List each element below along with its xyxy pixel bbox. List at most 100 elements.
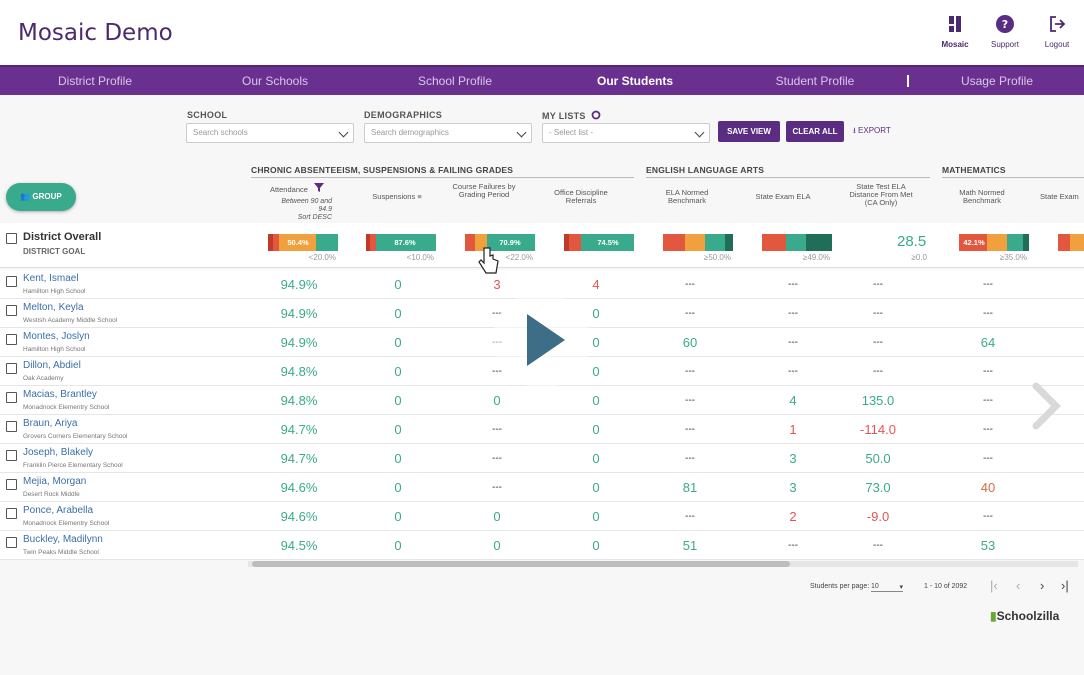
save-view-button[interactable]: SAVE VIEW	[718, 121, 780, 142]
tab-our-students[interactable]: Our Students	[596, 74, 673, 88]
filter-icon[interactable]: ≡	[417, 192, 422, 201]
col-office-referrals[interactable]: Office Discipline Referrals	[554, 188, 608, 205]
schoolzilla-logo: ▮Schoolzilla	[990, 609, 1060, 623]
row-checkbox[interactable]	[6, 276, 17, 287]
table-cell: 94.5%	[280, 538, 318, 553]
table-cell: 60	[682, 335, 698, 350]
row-checkbox[interactable]	[6, 537, 17, 548]
table-cell: 0	[394, 509, 402, 524]
group-button[interactable]: 👥 GROUP	[6, 183, 76, 211]
col-attendance[interactable]: Attendance Between 90 and 94.9 Sort DESC	[262, 183, 332, 222]
tab-our-schools[interactable]: Our Schools	[241, 74, 309, 88]
row-checkbox[interactable]	[6, 334, 17, 345]
student-name-link[interactable]: Buckley, Madilynn	[23, 534, 103, 545]
chevron-down-icon	[338, 127, 349, 138]
video-play-button[interactable]	[492, 292, 590, 388]
table-cell: 0	[592, 480, 600, 495]
clear-all-button[interactable]: CLEAR ALL	[786, 121, 844, 142]
col-course-failures[interactable]: Course Failures by Grading Period	[452, 182, 516, 199]
main-nav: District Profile Our Schools School Prof…	[0, 65, 1084, 95]
gear-icon[interactable]	[591, 110, 601, 120]
col-suspensions[interactable]: Suspensions ≡	[372, 192, 422, 201]
table-cell: 135.0	[861, 393, 895, 408]
row-checkbox[interactable]	[6, 421, 17, 432]
district-overall-row	[0, 223, 1084, 268]
row-checkbox[interactable]	[6, 450, 17, 461]
student-school: Monadnock Elementry School	[23, 520, 110, 527]
school-select[interactable]: Search schools	[186, 123, 354, 143]
table-cell: 94.8%	[280, 364, 318, 379]
demographics-label: DEMOGRAPHICS	[364, 110, 443, 120]
student-name-link[interactable]: Dillon, Abdiel	[23, 360, 81, 371]
export-button[interactable]: ⭳ EXPORT	[853, 125, 891, 139]
users-icon: 👥	[20, 192, 31, 201]
tab-usage-profile[interactable]: Usage Profile	[960, 74, 1034, 88]
table-cell: ---	[873, 279, 883, 290]
support-button[interactable]: ? Support	[980, 14, 1030, 49]
row-checkbox[interactable]	[6, 392, 17, 403]
next-page-icon[interactable]: ›	[1040, 578, 1045, 593]
tab-school-profile[interactable]: School Profile	[417, 74, 493, 88]
student-name-link[interactable]: Macias, Brantley	[23, 389, 97, 400]
demographics-placeholder: Search demographics	[371, 128, 449, 137]
select-overall-checkbox[interactable]	[6, 233, 17, 244]
student-name-link[interactable]: Melton, Keyla	[23, 302, 84, 313]
col-math-normed[interactable]: Math Normed Benchmark	[959, 188, 1005, 205]
table-cell: 3	[493, 277, 501, 292]
tab-district-profile[interactable]: District Profile	[57, 74, 132, 88]
per-page-select[interactable]: 10 ▾	[871, 583, 903, 592]
row-checkbox[interactable]	[6, 305, 17, 316]
student-name-link[interactable]: Braun, Ariya	[23, 418, 78, 429]
row-checkbox[interactable]	[6, 479, 17, 490]
table-cell: 94.6%	[280, 509, 318, 524]
scrollbar-thumb[interactable]	[252, 561, 790, 567]
mosaic-button[interactable]: Mosaic	[930, 14, 980, 49]
overall-subtitle: DISTRICT GOAL	[23, 247, 86, 256]
student-name-link[interactable]: Montes, Joslyn	[23, 331, 90, 342]
table-cell: 0	[592, 393, 600, 408]
table-row	[0, 444, 1084, 473]
my-lists-select[interactable]: - Select list -	[542, 123, 710, 143]
table-cell: ---	[983, 279, 993, 290]
col-state-test-distance[interactable]: State Test ELA Distance From Met (CA Onl…	[849, 182, 913, 207]
table-cell: 1	[789, 422, 797, 437]
student-name-link[interactable]: Ponce, Arabella	[23, 505, 94, 516]
table-cell: 0	[592, 306, 600, 321]
app-header: Mosaic Demo Mosaic ? Support Logout	[0, 0, 1084, 65]
first-page-icon[interactable]: |‹	[990, 578, 998, 593]
goal-state-exam-ela: ≥49.0%	[802, 253, 830, 262]
chevron-down-icon	[516, 127, 527, 138]
filter-active-icon[interactable]	[314, 183, 325, 192]
table-row	[0, 531, 1084, 560]
my-lists-label: MY LISTS	[542, 110, 601, 121]
row-checkbox[interactable]	[6, 508, 17, 519]
section-divider	[942, 177, 1084, 178]
table-cell: 94.6%	[280, 480, 318, 495]
table-row	[0, 386, 1084, 415]
col-state-exam-math[interactable]: State Exam	[1040, 192, 1079, 201]
col-ela-normed[interactable]: ELA Normed Benchmark	[665, 188, 709, 205]
table-cell: 81	[682, 480, 698, 495]
table-cell: 0	[394, 451, 402, 466]
logout-button[interactable]: Logout	[1032, 14, 1082, 49]
last-page-icon[interactable]: ›|	[1061, 578, 1069, 593]
play-icon	[527, 314, 565, 366]
table-cell: ---	[685, 308, 695, 319]
student-school: Oak Academy	[23, 375, 64, 382]
student-name-link[interactable]: Mejia, Morgan	[23, 476, 87, 487]
row-checkbox[interactable]	[6, 363, 17, 374]
export-label: EXPORT	[858, 126, 891, 135]
table-cell: ---	[685, 279, 695, 290]
col-state-exam-ela[interactable]: State Exam ELA	[755, 192, 811, 201]
office-referrals-bar	[564, 234, 634, 251]
student-name-link[interactable]: Kent, Ismael	[23, 273, 79, 284]
logout-icon	[1050, 16, 1066, 32]
demographics-select[interactable]: Search demographics	[364, 123, 532, 143]
table-cell: ---	[788, 308, 798, 319]
prev-page-icon[interactable]: ‹	[1016, 578, 1021, 593]
table-cell: ---	[492, 482, 502, 493]
chevron-right-icon[interactable]	[1028, 380, 1062, 432]
student-name-link[interactable]: Joseph, Blakely	[23, 447, 94, 458]
tab-student-profile[interactable]: Student Profile	[775, 74, 855, 88]
table-cell: 0	[592, 538, 600, 553]
